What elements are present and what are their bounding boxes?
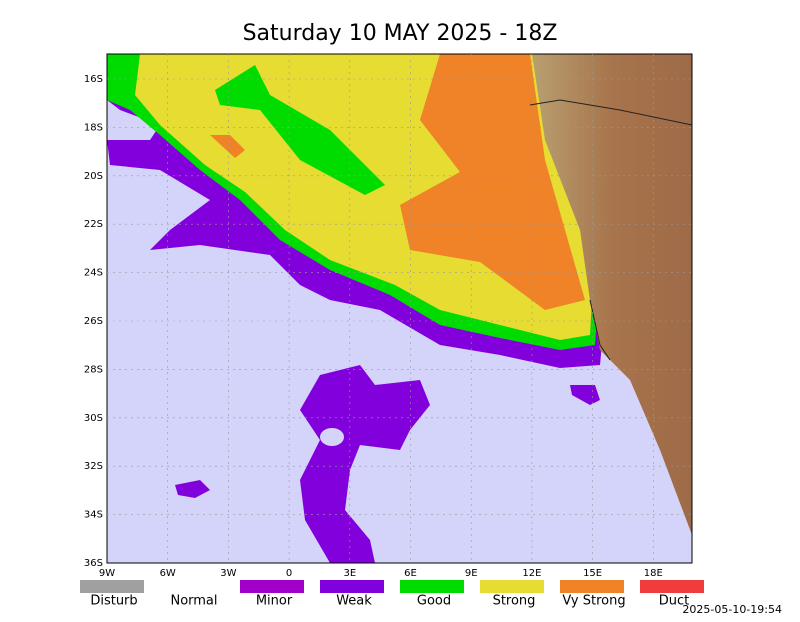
legend-label: Disturb	[90, 594, 137, 609]
x-tick-label: 9E	[465, 568, 478, 579]
legend-label: Good	[417, 594, 451, 609]
y-tick-label: 36S	[84, 558, 103, 569]
legend-label: Minor	[256, 594, 293, 609]
legend-swatch	[400, 580, 464, 593]
y-tick-label: 28S	[84, 364, 103, 375]
y-tick-label: 34S	[84, 510, 103, 521]
y-tick-label: 16S	[84, 74, 103, 85]
x-tick-label: 3W	[220, 568, 236, 579]
legend-swatch	[480, 580, 544, 593]
x-tick-label: 12E	[522, 568, 541, 579]
y-tick-label: 32S	[84, 461, 103, 472]
legend-label: Strong	[493, 594, 536, 609]
x-tick-label: 15E	[583, 568, 602, 579]
y-tick-label: 20S	[84, 171, 103, 182]
timestamp: 2025-05-10-19:54	[682, 603, 782, 616]
legend-label: Normal	[170, 594, 217, 609]
map-frame	[106, 53, 693, 564]
legend-swatch	[640, 580, 704, 593]
legend-label: Vy Strong	[562, 594, 625, 609]
legend-label: Weak	[336, 594, 372, 609]
legend-swatch	[80, 580, 144, 593]
x-tick-label: 6E	[404, 568, 417, 579]
x-tick-label: 0	[286, 568, 292, 579]
y-tick-label: 22S	[84, 219, 103, 230]
legend-swatch	[560, 580, 624, 593]
y-tick-label: 24S	[84, 268, 103, 279]
y-tick-label: 18S	[84, 122, 103, 133]
title: Saturday 10 MAY 2025 - 18Z	[243, 21, 558, 46]
x-tick-label: 18E	[644, 568, 663, 579]
legend-label: Duct	[659, 594, 690, 609]
x-tick-label: 9W	[99, 568, 115, 579]
legend-swatch	[320, 580, 384, 593]
y-tick-label: 26S	[84, 316, 103, 327]
y-tick-label: 30S	[84, 413, 103, 424]
map	[107, 54, 692, 563]
legend-swatch	[240, 580, 304, 593]
x-tick-label: 3E	[343, 568, 356, 579]
x-tick-label: 6W	[160, 568, 176, 579]
